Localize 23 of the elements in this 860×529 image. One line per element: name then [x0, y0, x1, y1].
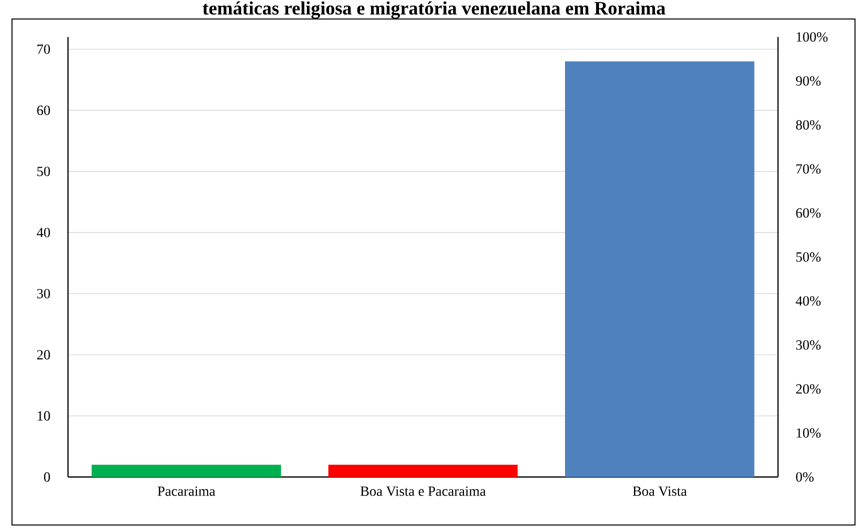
y2-tick-label: 70% [796, 164, 821, 174]
chart-title: temáticas religiosa e migratória venezuelana em Roraima [202, 1, 666, 19]
y2-tick-label: 30% [796, 340, 821, 350]
y-tick-label: 30 [37, 288, 50, 298]
y2-tick-label: 90% [796, 76, 821, 86]
y2-tick-label: 60% [796, 208, 821, 218]
y-tick-label: 60 [37, 106, 50, 116]
y-tick-label: 10 [38, 411, 50, 421]
y2-tick-label: 20% [796, 384, 821, 394]
y-tick-label: 50 [37, 166, 50, 176]
y-tick-label: 40 [36, 228, 50, 238]
y2-tick-label: 50% [796, 252, 821, 262]
y2-tick-label: 0% [796, 472, 814, 482]
x-tick-label: Boa Vista e Pacaraima [360, 486, 486, 496]
y2-tick-label: 10% [796, 428, 821, 438]
x-tick-label: Pacaraima [158, 486, 216, 496]
y-tick-label: 20 [37, 350, 50, 360]
y2-tick-label: 80% [796, 120, 821, 130]
y2-tick-label: 40% [796, 296, 821, 306]
y-tick-label: 70 [37, 44, 50, 54]
x-tick-label: Boa Vista [632, 486, 687, 496]
y2-tick-label: 100% [796, 32, 828, 42]
y-tick-label: 0 [44, 472, 50, 482]
